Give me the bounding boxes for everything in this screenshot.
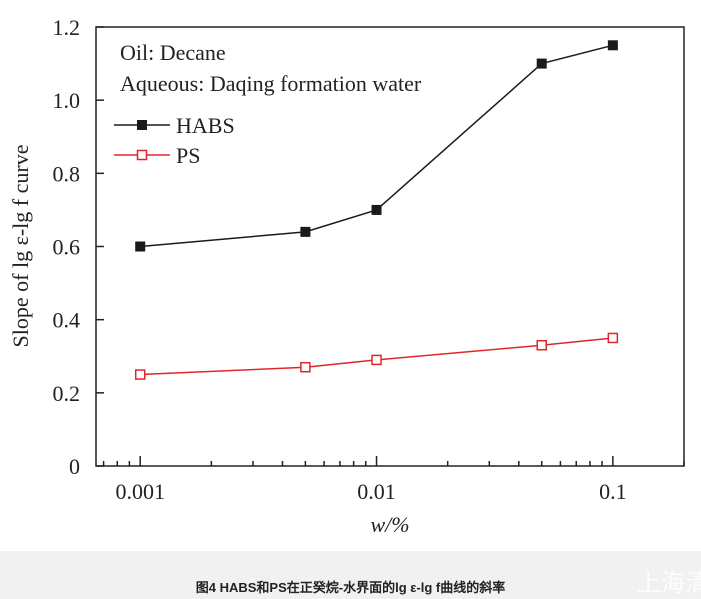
data-point-ps [536,340,547,351]
annotation-oil: Oil: Decane [120,40,226,65]
y-tick-label: 0.4 [53,308,81,333]
legend-marker-habs [137,120,147,130]
x-axis-label: w/% [370,512,409,537]
x-tick-label: 0.001 [115,479,165,504]
data-point-habs [135,241,146,252]
annotation-aqueous: Aqueous: Daqing formation water [120,71,422,96]
data-point-ps [607,332,619,344]
y-axis-label: Slope of lg ε-lg f curve [8,145,33,348]
data-point-habs [300,226,311,237]
y-tick-label: 0.8 [53,161,81,186]
data-point-habs [536,58,547,69]
figure-caption: 图4 HABS和PS在正癸烷-水界面的lg ε-lg f曲线的斜率 [195,580,506,595]
legend-label-ps: PS [176,143,200,168]
legend: HABS PS [114,113,235,168]
y-tick-label: 1.0 [53,88,81,113]
legend-marker-ps [136,149,148,161]
chart: 0 0.2 0.4 0.6 0.8 1.0 1.2 0.001 0.01 0.1 Oil: Dec… [8,15,685,537]
y-tick-label: 0.2 [53,381,81,406]
y-tick-label: 1.2 [53,15,81,40]
data-point-habs [371,204,382,215]
data-point-ps [371,354,382,366]
caption-bar: 图4 HABS和PS在正癸烷-水界面的lg ε-lg f曲线的斜率 上海清 [0,551,701,599]
y-tick-label: 0 [69,454,80,479]
data-point-habs [607,40,618,51]
data-point-ps [134,369,146,380]
watermark: 上海清 [637,569,701,597]
legend-label-habs: HABS [176,113,235,138]
data-point-ps [300,361,311,373]
y-tick-label: 0.6 [53,235,81,260]
x-tick-label: 0.01 [357,479,396,504]
x-tick-label: 0.1 [599,479,627,504]
